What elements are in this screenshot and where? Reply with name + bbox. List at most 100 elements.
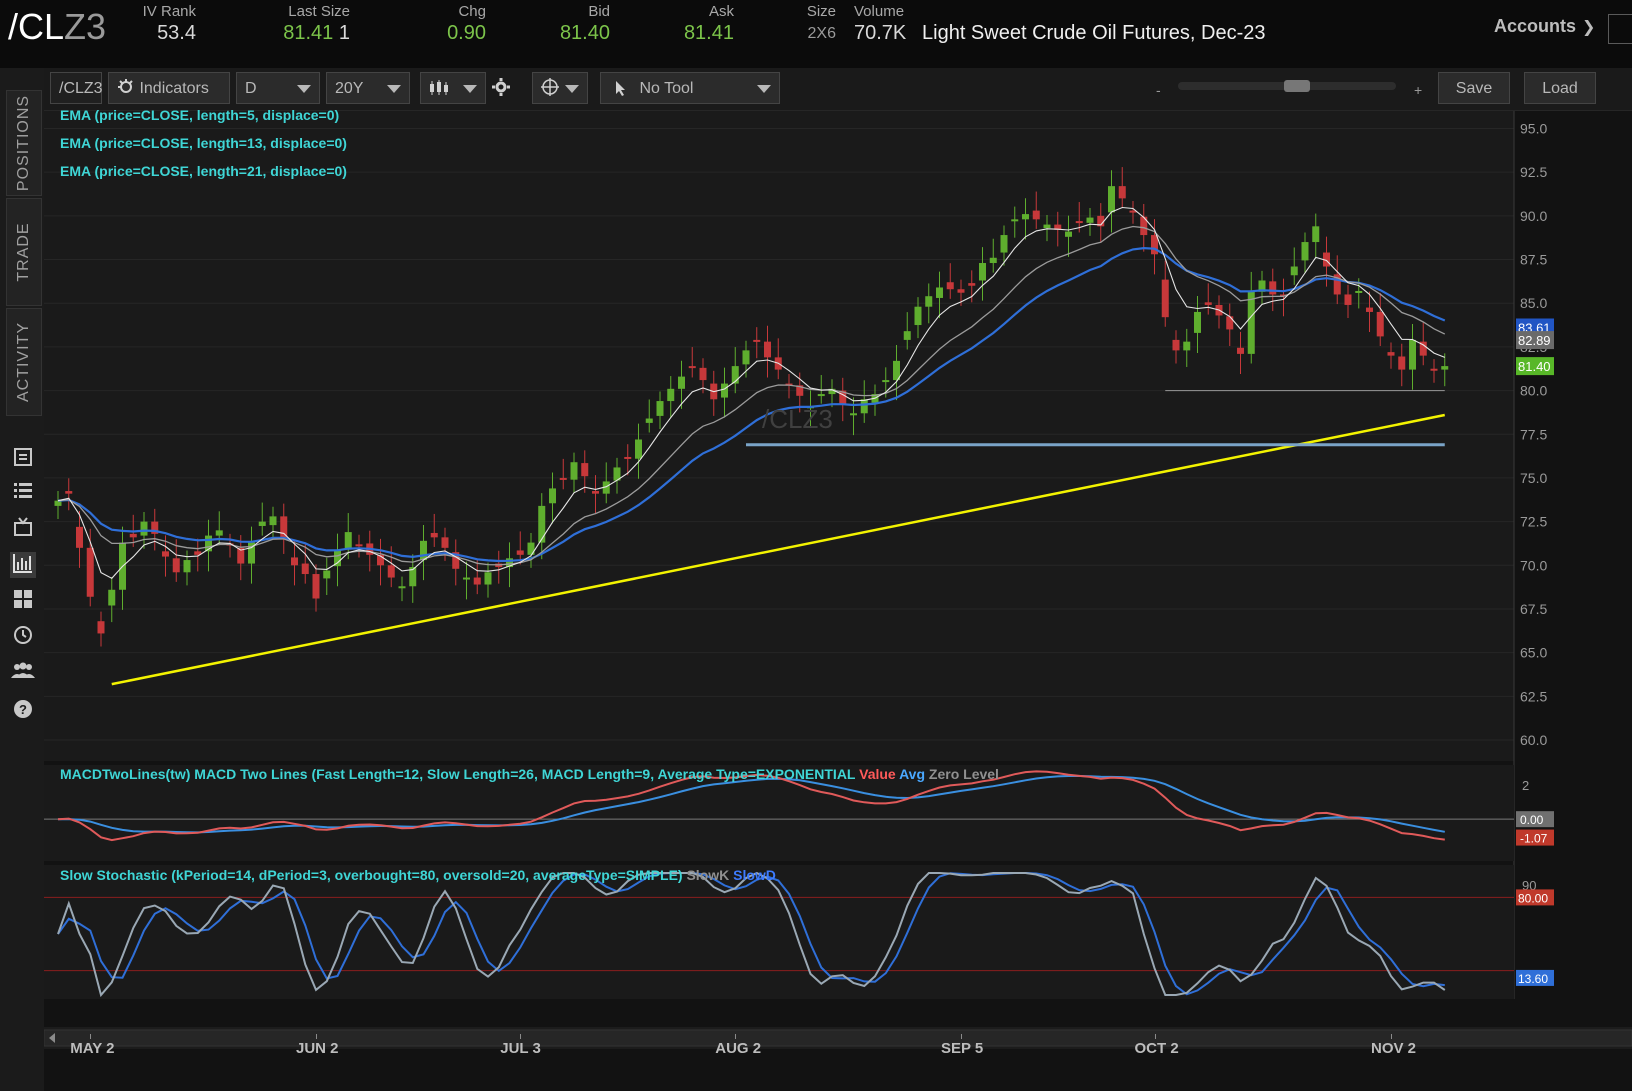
candle-body [828, 388, 836, 395]
candle-body [248, 542, 255, 564]
help-icon[interactable]: ? [10, 698, 36, 724]
candle-body [1323, 252, 1330, 267]
price-tick-label: 87.5 [1520, 252, 1547, 268]
price-tick-label: 67.5 [1520, 601, 1547, 617]
drawing-style-select[interactable] [532, 72, 588, 104]
macd-legend[interactable]: MACDTwoLines(tw) MACD Two Lines (Fast Le… [60, 766, 999, 782]
candle-body [1226, 316, 1234, 330]
chart-icon[interactable] [10, 552, 36, 578]
candle-body [925, 296, 933, 307]
candle-body [183, 560, 191, 573]
candle-body [678, 376, 685, 389]
tab-trade[interactable]: TRADE [6, 198, 42, 306]
stochastic-legend[interactable]: Slow Stochastic (kPeriod=14, dPeriod=3, … [60, 867, 776, 883]
slowk-line [57, 871, 1446, 998]
save-label: Save [1455, 80, 1493, 97]
chevron-down-icon [757, 85, 771, 93]
candle-body [839, 390, 847, 405]
accounts-dropdown[interactable]: Accounts ❯ [1494, 16, 1595, 37]
aggregation-value: D [245, 80, 257, 97]
load-label: Load [1542, 80, 1578, 97]
ask-label: Ask [708, 3, 734, 20]
symbol-root: /CL [8, 6, 65, 47]
price-tick-label: 90.0 [1520, 208, 1547, 224]
candle-body [205, 535, 212, 552]
stoch-last-label: 80.00 [1518, 891, 1548, 905]
size-label: Size [806, 3, 836, 20]
candle-body [1269, 281, 1277, 295]
candle-body [1237, 347, 1244, 354]
candle-body [65, 491, 73, 494]
people-icon[interactable] [10, 660, 36, 686]
candle-body [796, 385, 804, 396]
grid-icon[interactable] [10, 588, 36, 614]
candle-body [850, 413, 857, 416]
candle-body [527, 542, 535, 555]
aggregation-select[interactable]: D [236, 72, 320, 104]
price-chart[interactable]: 95.092.590.087.585.082.580.077.575.072.5… [44, 111, 1632, 1091]
crosshair-globe-icon [541, 76, 559, 108]
candle-body [989, 257, 997, 264]
tab-positions-label: POSITIONS [15, 94, 32, 192]
candle-body [1290, 266, 1298, 276]
tv-icon[interactable] [10, 516, 36, 542]
candle-body [312, 574, 320, 599]
macd-pane[interactable] [44, 765, 1514, 861]
tab-positions[interactable]: POSITIONS [6, 90, 42, 196]
zoom-out-button[interactable]: - [1156, 82, 1161, 98]
candle-body [602, 481, 610, 494]
candle-body [1022, 214, 1029, 220]
zoom-in-button[interactable]: + [1414, 82, 1423, 98]
accounts-label: Accounts [1494, 16, 1577, 36]
scrollbar-track[interactable] [44, 1029, 1632, 1047]
slowk-label: SlowK [686, 867, 730, 883]
ema5-legend[interactable]: EMA (price=CLOSE, length=5, displace=0) [60, 107, 340, 123]
macd-avg-label: Avg [899, 766, 926, 782]
candle-body [1129, 210, 1137, 213]
candle-body [1409, 339, 1416, 370]
price-pane[interactable] [44, 111, 1514, 761]
last-value-label: 81.40 [1518, 359, 1551, 374]
candle-body [172, 558, 180, 573]
candle-body [753, 339, 761, 342]
clock-icon[interactable] [10, 624, 36, 650]
candle-body [1247, 290, 1255, 354]
quote-bar: /CLZ3 IV Rank 53.4 Last Size 81.41 1 Chg… [0, 0, 1632, 68]
list-icon[interactable] [10, 480, 36, 506]
chart-style-select[interactable] [420, 72, 486, 104]
monitor-icon[interactable] [10, 446, 36, 472]
candle-body [387, 565, 395, 578]
indicators-button[interactable]: Indicators [108, 72, 230, 104]
candle-body [860, 399, 868, 414]
macd-value-label: Value [859, 766, 896, 782]
symbol-title[interactable]: /CLZ3 [8, 6, 106, 48]
zoom-slider-handle[interactable] [1284, 80, 1310, 92]
x-axis-label: OCT 2 [1134, 1040, 1179, 1057]
tab-activity[interactable]: ACTIVITY [6, 308, 42, 416]
timeframe-select[interactable]: 20Y [326, 72, 410, 104]
save-button[interactable]: Save [1438, 72, 1510, 104]
ema13-legend[interactable]: EMA (price=CLOSE, length=13, displace=0) [60, 135, 347, 151]
drawing-tool-select[interactable]: No Tool [600, 72, 780, 104]
zoom-slider-track[interactable] [1178, 80, 1396, 92]
price-tick-label: 75.0 [1520, 470, 1547, 486]
x-axis-tick [735, 1034, 737, 1039]
candle-body [1054, 224, 1062, 230]
candle-body [334, 549, 341, 567]
scroll-left-icon[interactable] [49, 1033, 55, 1043]
iv-rank-label: IV Rank [142, 3, 196, 20]
last-value-badge [1516, 357, 1554, 376]
settings-gear-button[interactable] [488, 72, 514, 104]
stochastic-pane[interactable] [44, 865, 1514, 999]
panel-edge-handle[interactable] [1608, 14, 1632, 44]
price-tick-label: 65.0 [1520, 645, 1547, 661]
load-button[interactable]: Load [1524, 72, 1596, 104]
candle-body [1430, 368, 1438, 371]
candle-body [1043, 224, 1051, 229]
candle-body [151, 521, 159, 534]
candle-body [1194, 311, 1201, 333]
ema21-legend[interactable]: EMA (price=CLOSE, length=21, displace=0) [60, 163, 347, 179]
x-axis-label: JUN 2 [296, 1040, 339, 1057]
candle-body [645, 418, 653, 423]
symbol-input[interactable]: /CLZ3 [50, 72, 103, 104]
